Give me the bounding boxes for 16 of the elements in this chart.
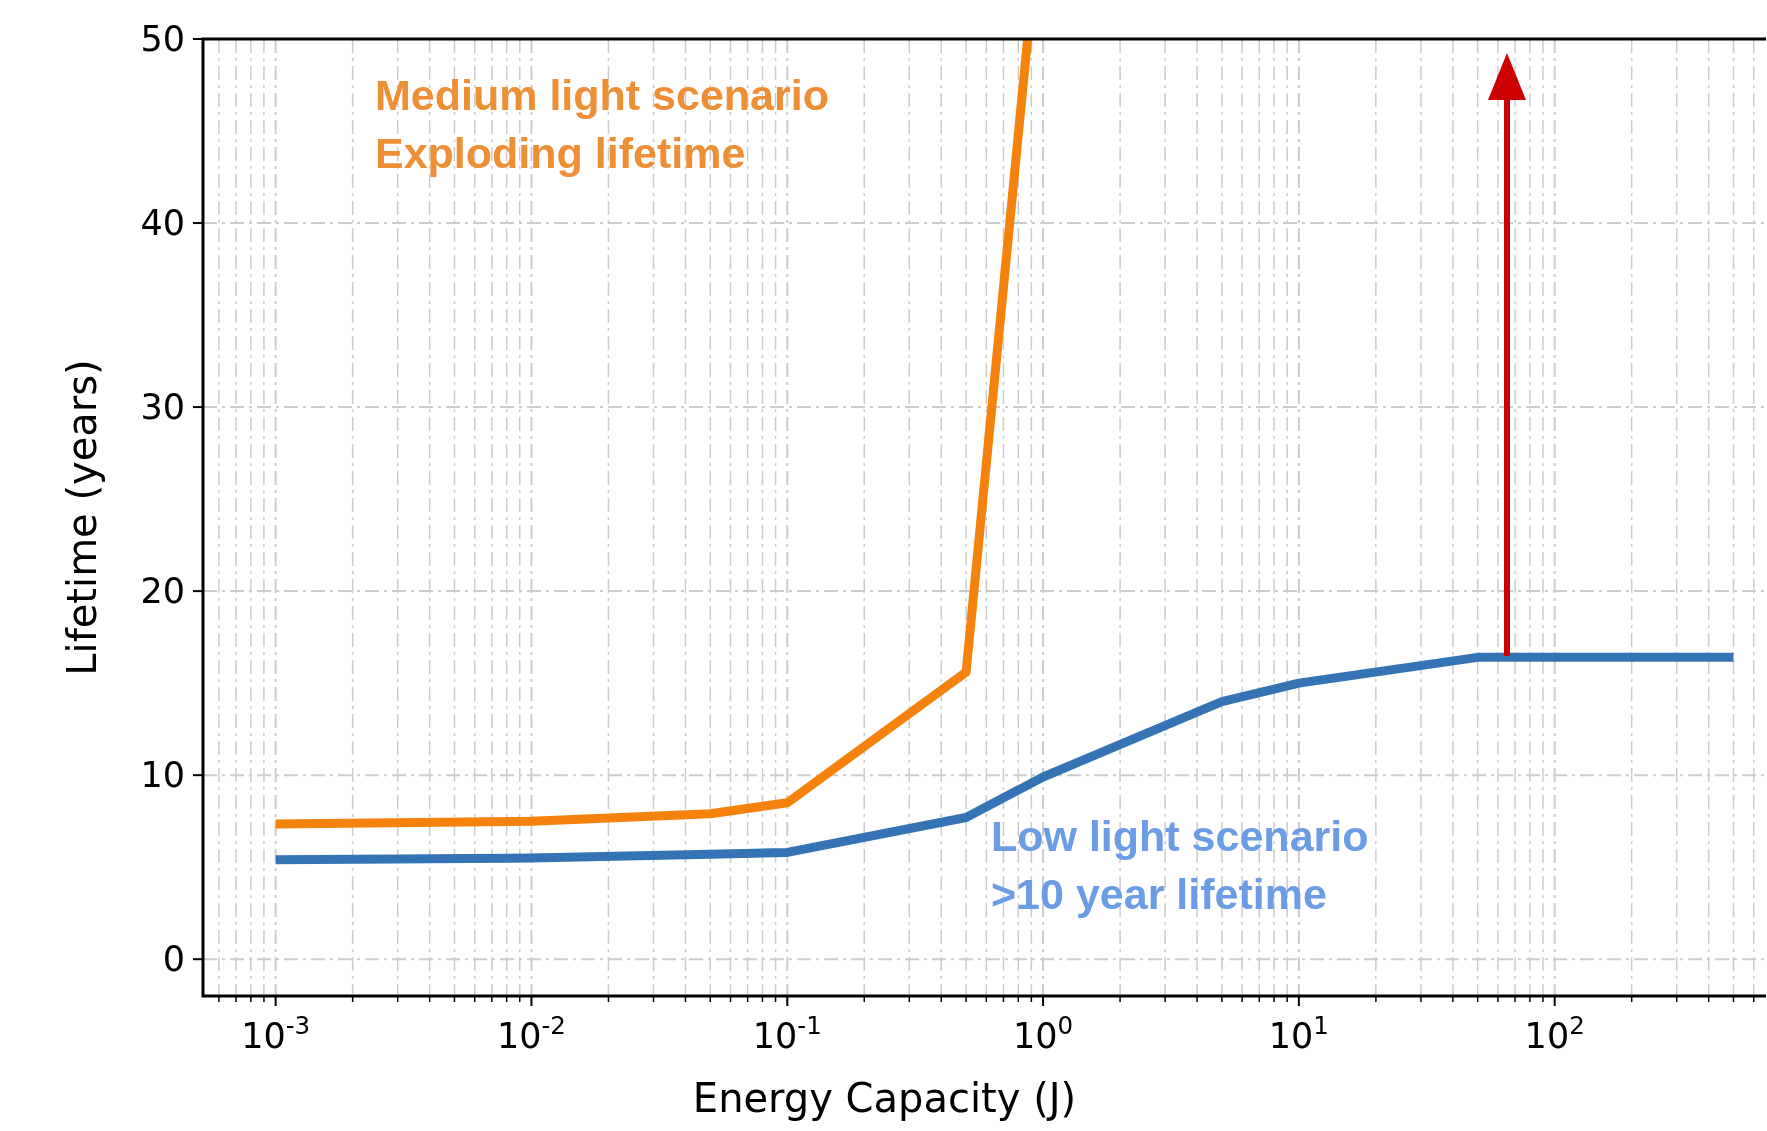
y-tick-label: 0 [162,939,185,980]
y-tick-label: 10 [140,755,185,796]
y-tick-label: 40 [140,203,185,244]
x-tick-label: 10$^{-1}$ [752,1010,822,1056]
annotation: Low light scenario >10 year lifetime [991,812,1369,918]
x-tick-label: 10$^{0}$ [1013,1010,1074,1056]
y-tick-label: 20 [140,571,185,612]
annotation: Medium light scenario Exploding lifetime [375,71,829,177]
x-tick-label: 10$^{1}$ [1268,1010,1329,1056]
y-tick-label: 50 [140,19,185,59]
x-tick-label: 10$^{2}$ [1524,1010,1585,1056]
y-tick-label: 30 [140,387,185,428]
y-axis-title: Lifetime (years) [59,359,105,676]
x-axis-title: Energy Capacity (J) [692,1075,1077,1121]
x-tick-label: 10$^{-2}$ [496,1010,566,1056]
x-tick-label: 10$^{-3}$ [241,1010,311,1056]
